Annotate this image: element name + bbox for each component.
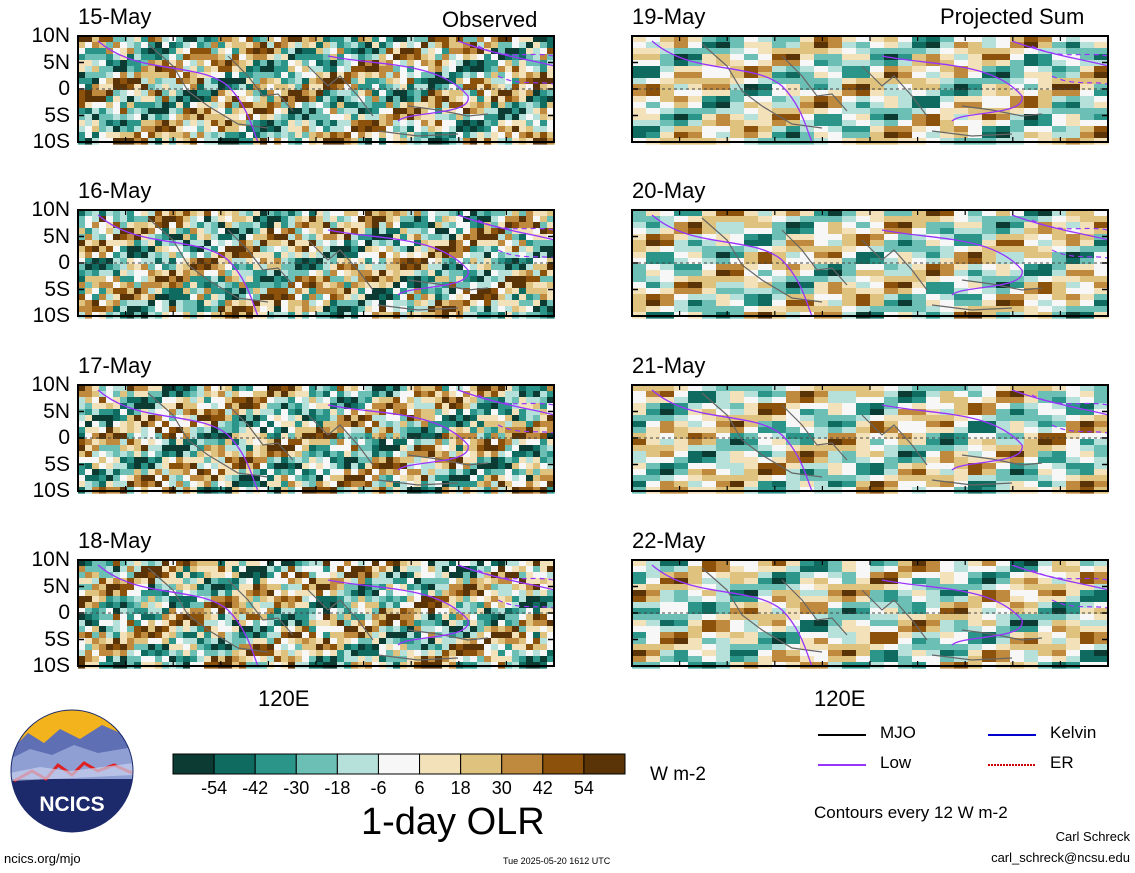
y-tick-label: 5N <box>43 224 70 248</box>
colorbar-swatch <box>254 753 297 775</box>
colorbar-swatch <box>172 753 215 775</box>
panel-date-22-May: 22-May <box>632 528 706 553</box>
olr-map-20-May <box>631 209 1109 319</box>
olr-map-22-May <box>631 559 1109 669</box>
footer-email: carl_schreck@ncsu.edu <box>991 850 1130 865</box>
contour-note: Contours every 12 W m-2 <box>814 803 1008 822</box>
colorbar-tick-label: -30 <box>283 778 310 798</box>
y-tick-label: 5S <box>44 452 70 476</box>
y-tick-label: 5N <box>43 50 70 74</box>
colorbar-tick-label: -54 <box>201 778 228 798</box>
colorbar-swatch <box>501 753 544 775</box>
panel-date-21-May: 21-May <box>632 353 706 378</box>
olr-map-17-May <box>77 384 555 494</box>
colorbar-swatch <box>213 753 256 775</box>
panel-date-17-May: 17-May <box>78 353 152 378</box>
colorbar <box>172 753 626 775</box>
x-tick-label-left: 120E <box>258 686 310 711</box>
legend-label-ER: ER <box>1050 753 1074 772</box>
colorbar-tick-label: -18 <box>324 778 351 798</box>
olr-map-16-May <box>77 209 555 319</box>
colorbar-swatch <box>542 753 585 775</box>
y-tick-label: 5N <box>43 399 70 423</box>
colorbar-tick-label: -42 <box>242 778 269 798</box>
chart-title: 1-day OLR <box>361 801 545 843</box>
y-tick-label: 10N <box>31 198 70 221</box>
y-tick-label: 0 <box>58 426 70 449</box>
y-tick-label: 5S <box>44 103 70 127</box>
legend-line-MJO <box>818 734 866 736</box>
y-tick-label: 0 <box>58 77 70 100</box>
legend-line-Kelvin <box>988 734 1036 736</box>
y-tick-label: 10N <box>31 373 70 396</box>
observed-column-title: Observed <box>442 7 538 32</box>
y-tick-label: 10N <box>31 548 70 571</box>
colorbar-tick-label: 42 <box>532 778 553 798</box>
footer-url: ncics.org/mjo <box>4 851 81 866</box>
y-tick-label: 5N <box>43 574 70 598</box>
footer-timestamp: Tue 2025-05-20 1612 UTC <box>503 856 611 866</box>
colorbar-swatch <box>295 753 338 775</box>
colorbar-swatch <box>336 753 379 775</box>
y-tick-label: 5S <box>44 277 70 301</box>
colorbar-swatch <box>583 753 626 775</box>
colorbar-tick-label: 6 <box>414 778 425 798</box>
panel-date-16-May: 16-May <box>78 178 152 203</box>
legend-label-Low: Low <box>880 753 912 772</box>
colorbar-tick-label: 18 <box>450 778 471 798</box>
ncics-logo: NCICS <box>10 709 134 833</box>
y-tick-label: 10S <box>32 130 70 153</box>
colorbar-swatch <box>419 753 462 775</box>
colorbar-tick-label: -6 <box>370 778 387 798</box>
y-tick-label: 10S <box>32 304 70 327</box>
panel-date-20-May: 20-May <box>632 178 706 203</box>
panel-date-18-May: 18-May <box>78 528 152 553</box>
projected-column-title: Projected Sum <box>940 4 1085 29</box>
panel-date-15-May: 15-May <box>78 4 152 29</box>
logo-text: NCICS <box>39 793 104 816</box>
footer-author: Carl Schreck <box>1055 829 1130 844</box>
colorbar-swatch <box>377 753 421 775</box>
y-tick-label: 0 <box>58 251 70 274</box>
legend-label-Kelvin: Kelvin <box>1050 723 1097 742</box>
y-tick-label: 10N <box>31 24 70 47</box>
legend-line-ER <box>988 764 1036 766</box>
colorbar-tick-label: 54 <box>573 778 594 798</box>
olr-map-21-May <box>631 384 1109 494</box>
y-tick-label: 10S <box>32 654 70 677</box>
legend-label-MJO: MJO <box>880 723 916 742</box>
y-tick-label: 0 <box>58 601 70 624</box>
olr-map-18-May <box>77 559 555 669</box>
y-tick-label: 10S <box>32 479 70 502</box>
olr-map-19-May <box>631 35 1109 145</box>
x-tick-label-right: 120E <box>814 686 866 711</box>
colorbar-swatch <box>460 753 503 775</box>
colorbar-tick-label: 30 <box>491 778 512 798</box>
panel-date-19-May: 19-May <box>632 4 706 29</box>
units-label: W m-2 <box>650 764 706 785</box>
legend-line-Low <box>818 764 866 766</box>
y-tick-label: 5S <box>44 627 70 651</box>
olr-map-15-May <box>77 35 555 145</box>
